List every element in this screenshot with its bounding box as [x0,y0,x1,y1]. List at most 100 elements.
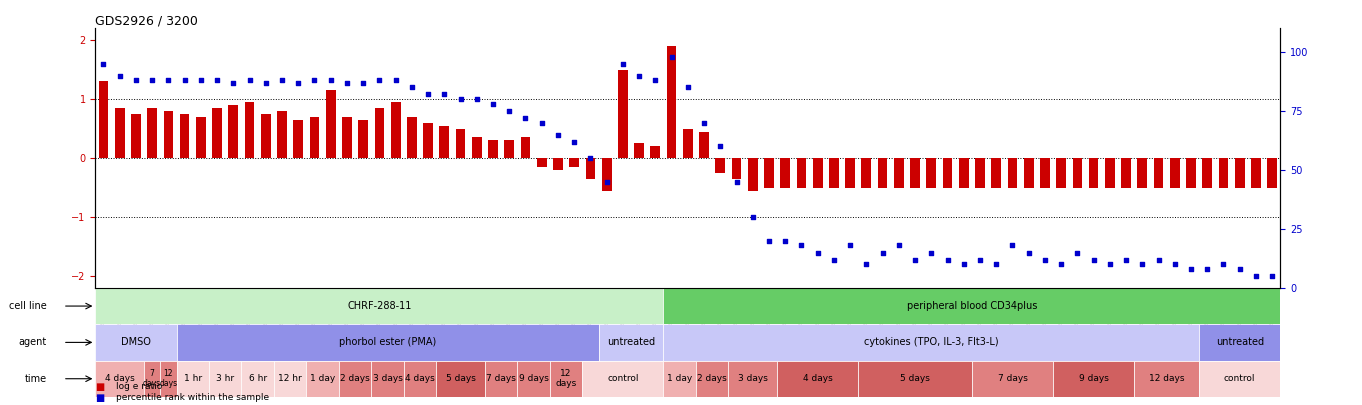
Point [353,79,375,86]
Point [336,79,358,86]
Bar [682,129,693,158]
FancyBboxPatch shape [274,360,306,397]
Point [433,91,455,98]
FancyBboxPatch shape [518,360,550,397]
Bar [537,158,546,167]
Point [1212,261,1234,268]
Point [287,79,309,86]
Point [222,79,244,86]
Point [904,256,926,263]
Point [109,72,131,79]
Text: 3 hr: 3 hr [217,374,234,383]
Bar [1105,158,1114,188]
Point [548,131,569,138]
FancyBboxPatch shape [144,360,161,397]
Text: 3 days: 3 days [373,374,402,383]
Point [515,115,537,121]
Text: control: control [1224,374,1256,383]
Bar [471,137,482,158]
Point [661,53,682,60]
FancyBboxPatch shape [1135,360,1199,397]
Text: ■: ■ [95,382,105,392]
Bar [456,129,466,158]
FancyBboxPatch shape [95,324,177,360]
Point [775,237,797,244]
Text: 1 day: 1 day [667,374,692,383]
Text: 12 hr: 12 hr [278,374,302,383]
Point [417,91,439,98]
Bar [813,158,823,188]
Point [1148,256,1170,263]
Bar [440,126,449,158]
Bar [602,158,612,191]
Point [369,77,391,83]
Bar [748,158,757,191]
Point [1001,242,1023,249]
Bar [342,117,351,158]
Point [255,79,276,86]
Point [1132,261,1154,268]
Point [93,60,114,67]
Text: 4 days: 4 days [405,374,434,383]
Text: CHRF-288-11: CHRF-288-11 [347,301,411,311]
Point [628,72,650,79]
FancyBboxPatch shape [403,360,436,397]
FancyBboxPatch shape [208,360,241,397]
Point [174,77,196,83]
Bar [245,102,255,158]
Text: 4 days: 4 days [802,374,832,383]
Bar [1072,158,1083,188]
Bar [780,158,790,188]
Bar [196,117,206,158]
Bar [635,143,644,158]
FancyBboxPatch shape [972,360,1053,397]
Point [482,100,504,107]
Point [1229,266,1250,272]
Bar [1203,158,1212,188]
Bar [1008,158,1017,188]
Bar [715,158,725,173]
Point [238,77,260,83]
Bar [586,158,595,179]
Text: 9 days: 9 days [519,374,549,383]
Bar [1121,158,1130,188]
Bar [163,111,173,158]
Bar [1154,158,1163,188]
Bar [114,108,124,158]
Bar [1252,158,1261,188]
Text: percentile rank within the sample: percentile rank within the sample [116,393,268,402]
Point [970,256,992,263]
Bar [877,158,888,188]
Bar [229,105,238,158]
Text: 7 days: 7 days [486,374,516,383]
Point [142,77,163,83]
Point [677,84,699,91]
FancyBboxPatch shape [663,324,1199,360]
Bar [862,158,872,188]
Bar [829,158,839,188]
Bar [797,158,806,188]
Bar [131,114,140,158]
Text: 3 days: 3 days [738,374,768,383]
Point [1099,261,1121,268]
FancyBboxPatch shape [729,360,778,397]
Text: agent: agent [19,337,46,347]
Bar [926,158,936,188]
FancyBboxPatch shape [161,360,177,397]
Bar [1267,158,1278,188]
Point [1050,261,1072,268]
Point [595,179,617,185]
Bar [553,158,563,170]
Bar [262,114,271,158]
Text: log e ratio: log e ratio [116,382,162,391]
Text: 6 hr: 6 hr [249,374,267,383]
Bar [326,90,335,158]
Point [564,139,586,145]
Bar [910,158,919,188]
Text: 1 day: 1 day [311,374,335,383]
Bar [943,158,952,188]
Bar [1041,158,1050,188]
FancyBboxPatch shape [306,360,339,397]
Bar [667,46,677,158]
Bar [651,146,661,158]
